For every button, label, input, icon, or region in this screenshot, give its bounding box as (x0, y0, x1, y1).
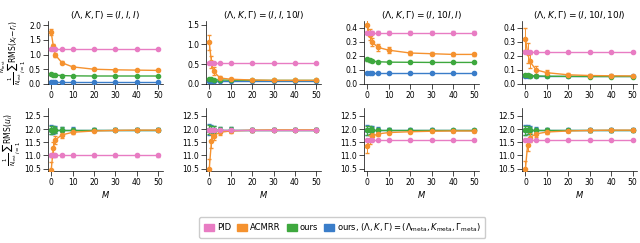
Y-axis label: $\frac{1}{N_{\rm test}}\sum_{i=1}^{N_{\rm test}}\!\mathrm{RMS}(x_i\!-\!r_i)$: $\frac{1}{N_{\rm test}}\sum_{i=1}^{N_{\r… (0, 20, 28, 85)
X-axis label: $M$: $M$ (259, 189, 268, 200)
Title: $(\Lambda, K, \Gamma) = (I, 10I, 10I)$: $(\Lambda, K, \Gamma) = (I, 10I, 10I)$ (533, 9, 626, 21)
Y-axis label: $\frac{1}{N_{\rm test}}\sum_{i=1}^{N_{\rm test}}\!\mathrm{RMS}(u_i)$: $\frac{1}{N_{\rm test}}\sum_{i=1}^{N_{\r… (0, 113, 23, 166)
Title: $(\Lambda, K, \Gamma) = (I, I, I)$: $(\Lambda, K, \Gamma) = (I, I, I)$ (70, 9, 140, 21)
Legend: PID, ACMRR, ours, ours, $(\Lambda, K, \Gamma) = (\Lambda_{\mathrm{meta}}, K_{\ma: PID, ACMRR, ours, ours, $(\Lambda, K, \G… (200, 217, 485, 238)
X-axis label: $M$: $M$ (100, 189, 110, 200)
X-axis label: $M$: $M$ (417, 189, 426, 200)
Title: $(\Lambda, K, \Gamma) = (I, I, 10I)$: $(\Lambda, K, \Gamma) = (I, I, 10I)$ (223, 9, 304, 21)
X-axis label: $M$: $M$ (575, 189, 584, 200)
Title: $(\Lambda, K, \Gamma) = (I, 10I, I)$: $(\Lambda, K, \Gamma) = (I, 10I, I)$ (381, 9, 462, 21)
